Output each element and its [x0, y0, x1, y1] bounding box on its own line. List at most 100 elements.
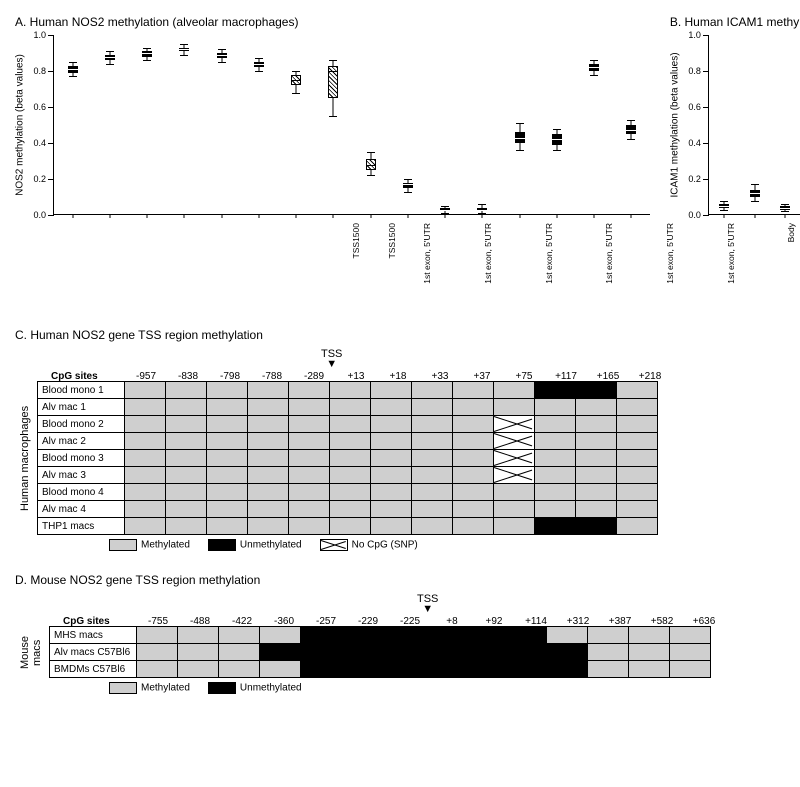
- cpg-site-header: +37: [461, 371, 503, 382]
- methylation-cell: [493, 483, 535, 501]
- methylation-cell: [165, 398, 207, 416]
- methylation-cell: [329, 449, 371, 467]
- methylation-cell: [575, 517, 617, 535]
- panel-a: A. Human NOS2 methylation (alveolar macr…: [15, 15, 650, 303]
- methylation-cell: [329, 432, 371, 450]
- methylation-cell: [616, 466, 658, 484]
- methylation-cell: [341, 626, 383, 644]
- methylation-cell: [423, 643, 465, 661]
- methylation-cell: [534, 381, 576, 399]
- methylation-cell: [616, 500, 658, 518]
- methylation-cell: [247, 449, 289, 467]
- methylation-cell: [411, 500, 453, 518]
- methylation-cell: [329, 398, 371, 416]
- methylation-cell: [423, 660, 465, 678]
- legend-item: Unmethylated: [208, 682, 302, 694]
- ytick-label: 0.8: [681, 66, 701, 76]
- ytick-label: 1.0: [26, 30, 46, 40]
- methylation-cell: [616, 483, 658, 501]
- methylation-cell: [505, 643, 547, 661]
- methylation-cell: [206, 415, 248, 433]
- methylation-cell: [124, 483, 166, 501]
- panel-d-grid: CpG sites-755-488-422-360-257-229-225+8+…: [49, 593, 725, 678]
- cpg-site-header: +582: [641, 616, 683, 627]
- methylation-cell: [534, 432, 576, 450]
- methylation-cell: [177, 660, 219, 678]
- methylation-cell: [206, 432, 248, 450]
- panel-a-chart: NOS2 methylation (beta values) 0.00.20.4…: [53, 35, 650, 215]
- methylation-cell: [124, 415, 166, 433]
- cpg-site-header: +117: [545, 371, 587, 382]
- methylation-cell: [575, 398, 617, 416]
- methylation-cell: [575, 500, 617, 518]
- methylation-cell: [341, 643, 383, 661]
- methylation-cell: [669, 626, 711, 644]
- methylation-cell: [259, 643, 301, 661]
- ytick-label: 0.6: [681, 102, 701, 112]
- methylation-cell: [329, 517, 371, 535]
- methylation-cell: [452, 483, 494, 501]
- methylation-cell: [329, 381, 371, 399]
- methylation-cell: [628, 626, 670, 644]
- methylation-cell: [124, 432, 166, 450]
- cpg-site-header: -225: [389, 616, 431, 627]
- methylation-cell: [341, 660, 383, 678]
- cpg-site-header: -360: [263, 616, 305, 627]
- methylation-cell: [206, 517, 248, 535]
- grid-row-label: Alv macs C57Bl6: [49, 643, 137, 661]
- methylation-cell: [124, 398, 166, 416]
- methylation-cell: [493, 398, 535, 416]
- cpg-site-header: +92: [473, 616, 515, 627]
- methylation-cell: [534, 500, 576, 518]
- grid-row-label: Blood mono 3: [37, 449, 125, 467]
- methylation-cell: [546, 660, 588, 678]
- methylation-cell: [505, 660, 547, 678]
- methylation-cell: [370, 500, 412, 518]
- methylation-cell: [370, 517, 412, 535]
- methylation-cell: [575, 483, 617, 501]
- grid-row-label: Blood mono 1: [37, 381, 125, 399]
- methylation-cell: [259, 626, 301, 644]
- methylation-cell: [247, 466, 289, 484]
- cpg-site-header: +218: [629, 371, 671, 382]
- methylation-cell: [165, 517, 207, 535]
- cpg-site-header: +387: [599, 616, 641, 627]
- methylation-cell: [165, 483, 207, 501]
- methylation-cell: [669, 643, 711, 661]
- methylation-cell: [616, 449, 658, 467]
- cpg-site-header: +114: [515, 616, 557, 627]
- methylation-cell: [124, 466, 166, 484]
- methylation-cell: [452, 449, 494, 467]
- methylation-cell: [165, 466, 207, 484]
- ytick-label: 0.0: [681, 210, 701, 220]
- methylation-cell: [370, 483, 412, 501]
- methylation-cell: [575, 381, 617, 399]
- methylation-cell: [288, 483, 330, 501]
- cpg-site-header: -957: [125, 371, 167, 382]
- legend-item: Methylated: [109, 539, 190, 551]
- methylation-cell: [452, 517, 494, 535]
- panel-c-grid: CpG sites-957-838-798-788-289+13+18+33+3…: [37, 348, 671, 535]
- methylation-cell: [382, 626, 424, 644]
- methylation-cell: [165, 449, 207, 467]
- methylation-cell: [206, 398, 248, 416]
- methylation-cell: [288, 466, 330, 484]
- methylation-cell: [411, 449, 453, 467]
- panel-a-title: A. Human NOS2 methylation (alveolar macr…: [15, 15, 650, 29]
- methylation-cell: [206, 483, 248, 501]
- methylation-cell: [493, 381, 535, 399]
- methylation-cell: [329, 466, 371, 484]
- methylation-cell: [452, 500, 494, 518]
- methylation-cell: [411, 517, 453, 535]
- ytick-label: 0.4: [681, 138, 701, 148]
- ytick-label: 1.0: [681, 30, 701, 40]
- methylation-cell: [165, 381, 207, 399]
- methylation-cell: [370, 449, 412, 467]
- methylation-cell: [370, 415, 412, 433]
- methylation-cell: [411, 398, 453, 416]
- methylation-cell: [177, 643, 219, 661]
- panel-b-title: B. Human ICAM1 methylation (alveolar mac…: [670, 15, 800, 29]
- cpg-sites-label: CpG sites: [63, 616, 110, 627]
- methylation-cell: [136, 626, 178, 644]
- methylation-cell: [218, 660, 260, 678]
